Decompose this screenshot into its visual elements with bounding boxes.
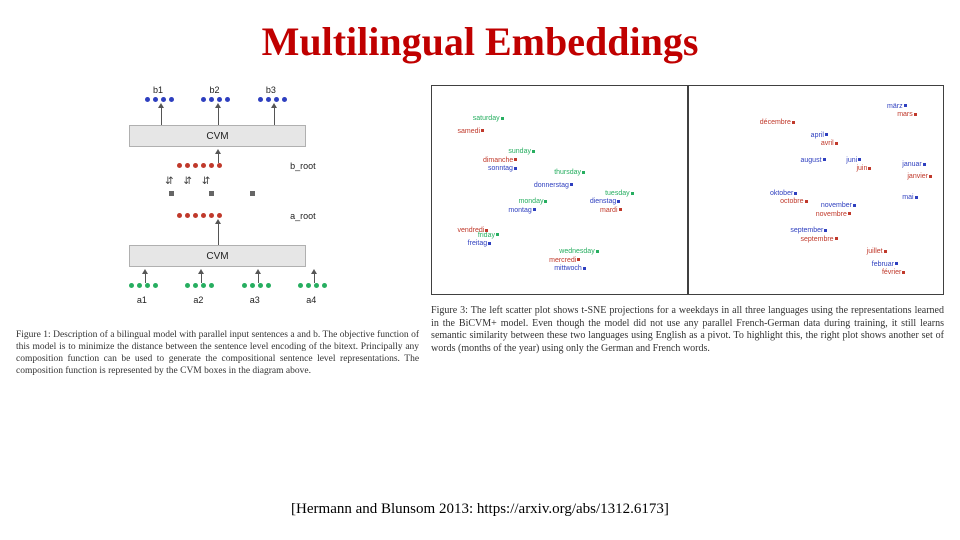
scatter-word: august: [801, 157, 826, 164]
scatter-word: oktober: [770, 190, 797, 197]
scatter-word: märz: [887, 103, 907, 110]
scatter-word: donnerstag: [534, 182, 573, 189]
diagram-label: b_root: [290, 161, 316, 171]
bidir-arrows-icon: ⇵ ⇵ ⇵: [165, 177, 210, 187]
scatter-word: mars: [897, 111, 917, 118]
scatter-word: avril: [821, 140, 838, 147]
scatter-left: saturday samedi sunday dimanchesonntag thurs…: [431, 85, 687, 295]
citation: [Hermann and Blunsom 2013: https://arxiv…: [0, 501, 960, 518]
scatter-word: vendredi: [457, 227, 488, 234]
scatter-word: dienstag: [590, 198, 620, 205]
dot-row: [242, 283, 271, 288]
scatter-word: november: [821, 202, 856, 209]
diagram-label: a3: [250, 295, 260, 305]
scatter-word: sonntag: [488, 165, 517, 172]
scatter-right: märzmars décembre aprilavril august junijuin…: [688, 85, 944, 295]
scatter-word: januar: [902, 161, 925, 168]
diagram-label: a2: [193, 295, 203, 305]
diagram-label: b1: [153, 85, 163, 95]
scatter-word: mardi: [600, 207, 622, 214]
figure1-caption: Figure 1: Description of a bilingual mod…: [16, 330, 419, 378]
scatter-word: novembre: [816, 211, 851, 218]
scatter-word: saturday: [473, 115, 504, 122]
dot-row: [201, 97, 230, 102]
scatter-word: wednesday: [559, 248, 598, 255]
dot-row: [258, 97, 287, 102]
diagram-label: b2: [209, 85, 219, 95]
scatter-word: octobre: [780, 198, 807, 205]
slide-title: Multilingual Embeddings: [0, 0, 960, 65]
scatter-word: février: [882, 269, 905, 276]
scatter-word: monday: [519, 198, 548, 205]
cvm-block: CVM: [129, 125, 306, 147]
figure3-caption: Figure 3: The left scatter plot shows t-…: [431, 305, 944, 355]
scatter-word: freitag: [468, 240, 491, 247]
scatter-word: juni: [846, 157, 861, 164]
dot-row: [298, 283, 327, 288]
scatter-word: juillet: [867, 248, 887, 255]
scatter-word: sunday: [508, 148, 535, 155]
right-panel: saturday samedi sunday dimanchesonntag thurs…: [431, 85, 944, 378]
content-row: b1 b2 b3 CVM b_root ⇵ ⇵ ⇵ a_root CVM a1 a2 a3 a4 Fi…: [0, 65, 960, 378]
scatter-word: montag: [508, 207, 535, 214]
scatter-word: tuesday: [605, 190, 634, 197]
scatter-word: september: [790, 227, 827, 234]
scatter-word: mai: [902, 194, 917, 201]
dot-row: [129, 283, 158, 288]
cvm-diagram: b1 b2 b3 CVM b_root ⇵ ⇵ ⇵ a_root CVM a1 a2 a3 a4: [16, 85, 419, 320]
scatter-word: samedi: [457, 128, 484, 135]
scatter-word: februar: [872, 261, 898, 268]
left-panel: b1 b2 b3 CVM b_root ⇵ ⇵ ⇵ a_root CVM a1 a2 a3 a4 Fi…: [16, 85, 419, 378]
dot-row: [145, 97, 174, 102]
diagram-label: a4: [306, 295, 316, 305]
dot-row: [177, 163, 222, 168]
scatter-word: mittwoch: [554, 265, 586, 272]
cvm-block: CVM: [129, 245, 306, 267]
diagram-label: a_root: [290, 211, 316, 221]
scatter-word: mercredi: [549, 257, 580, 264]
scatter-word: dimanche: [483, 157, 517, 164]
scatter-pair: saturday samedi sunday dimanchesonntag thurs…: [431, 85, 944, 295]
scatter-word: septembre: [801, 236, 838, 243]
scatter-word: janvier: [907, 173, 932, 180]
scatter-word: april: [811, 132, 828, 139]
scatter-word: juin: [856, 165, 871, 172]
diagram-label: b3: [266, 85, 276, 95]
dot-row: [185, 283, 214, 288]
scatter-word: décembre: [760, 119, 795, 126]
dot-row: [177, 213, 222, 218]
diagram-label: a1: [137, 295, 147, 305]
scatter-word: thursday: [554, 169, 585, 176]
